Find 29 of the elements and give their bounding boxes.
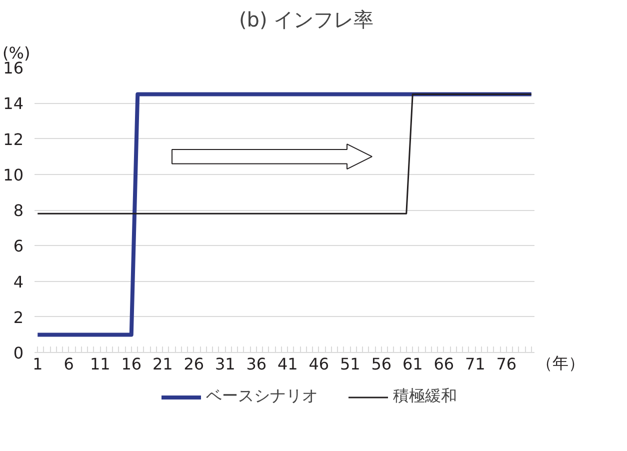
- x-tick-label: 41: [277, 354, 298, 374]
- x-tick-label: 61: [402, 354, 423, 374]
- x-tick-label: 36: [246, 354, 267, 374]
- x-tick-label: 11: [90, 354, 110, 374]
- chart-title: (b) インフレ率: [238, 8, 374, 32]
- x-tick-label: 46: [308, 354, 330, 374]
- x-tick-label: 76: [496, 354, 517, 374]
- x-tick-label: 1: [32, 354, 43, 374]
- x-tick-label: 66: [434, 354, 454, 374]
- y-tick-label: 0: [13, 344, 24, 362]
- x-axis-title: （年）: [536, 354, 584, 372]
- x-tick-label: 51: [340, 354, 360, 374]
- x-tick-label: 6: [64, 354, 74, 374]
- y-tick-label: 12: [3, 130, 24, 149]
- y-tick-label: 14: [3, 94, 24, 114]
- x-tick-label: 31: [214, 354, 236, 374]
- y-tick-label: 6: [13, 236, 24, 256]
- x-tick-label: 71: [464, 354, 486, 374]
- legend-label: ベースシナリオ: [206, 386, 318, 407]
- y-tick-label: 4: [13, 272, 24, 292]
- x-tick-label: 16: [121, 354, 142, 374]
- x-tick-label: 56: [371, 354, 392, 374]
- y-tick-label: 10: [3, 165, 24, 184]
- x-tick-label: 26: [184, 354, 204, 374]
- y-tick-label: 2: [13, 308, 24, 327]
- y-axis-title: (%): [2, 44, 30, 62]
- legend-label: 積極緩和: [393, 386, 457, 407]
- y-tick-label: 8: [13, 201, 24, 220]
- x-tick-label: 21: [152, 354, 173, 374]
